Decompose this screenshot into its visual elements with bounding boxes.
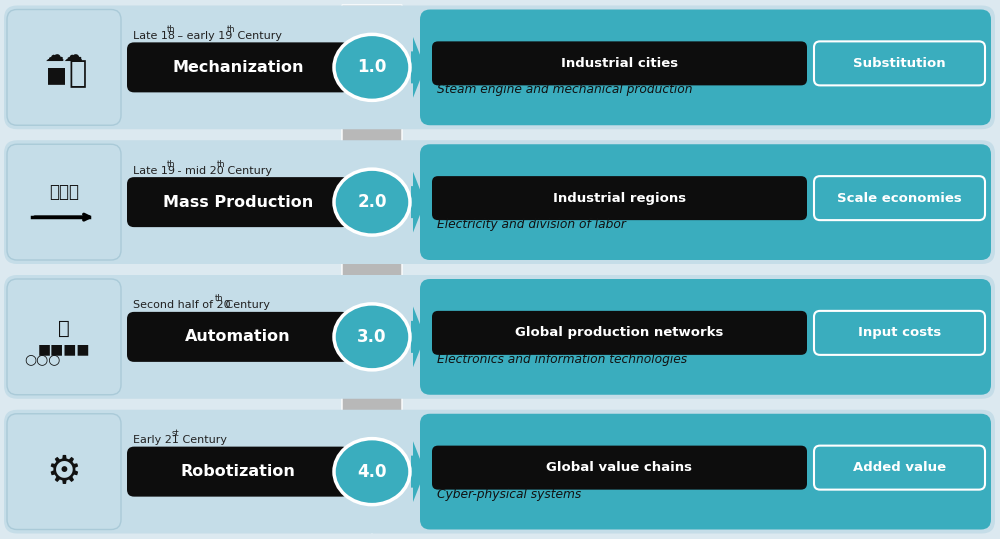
Text: Input costs: Input costs bbox=[858, 327, 941, 340]
FancyBboxPatch shape bbox=[127, 447, 349, 496]
FancyBboxPatch shape bbox=[420, 144, 991, 260]
Text: 3.0: 3.0 bbox=[357, 328, 387, 346]
Text: ☁☁: ☁☁ bbox=[44, 46, 84, 65]
Ellipse shape bbox=[334, 439, 410, 505]
Text: th: th bbox=[215, 294, 223, 303]
FancyBboxPatch shape bbox=[4, 5, 995, 129]
Text: ⦿: ⦿ bbox=[69, 59, 87, 88]
Text: ⚙: ⚙ bbox=[47, 453, 81, 490]
Text: th: th bbox=[167, 25, 175, 34]
FancyBboxPatch shape bbox=[4, 275, 995, 399]
FancyBboxPatch shape bbox=[814, 42, 985, 85]
Text: ■■■■: ■■■■ bbox=[38, 342, 90, 356]
Text: Industrial cities: Industrial cities bbox=[561, 57, 678, 70]
FancyBboxPatch shape bbox=[7, 10, 121, 125]
Text: 1.0: 1.0 bbox=[357, 58, 387, 77]
Text: Scale economies: Scale economies bbox=[837, 192, 962, 205]
Text: Substitution: Substitution bbox=[853, 57, 946, 70]
Text: Robotization: Robotization bbox=[181, 464, 295, 479]
FancyBboxPatch shape bbox=[814, 176, 985, 220]
Polygon shape bbox=[411, 441, 425, 502]
FancyBboxPatch shape bbox=[4, 410, 995, 534]
Ellipse shape bbox=[334, 169, 410, 235]
FancyBboxPatch shape bbox=[4, 140, 995, 264]
Text: Electricity and division of labor: Electricity and division of labor bbox=[437, 218, 626, 231]
Polygon shape bbox=[315, 5, 429, 533]
Text: 2.0: 2.0 bbox=[357, 193, 387, 211]
Ellipse shape bbox=[334, 34, 410, 100]
Text: 4.0: 4.0 bbox=[357, 462, 387, 481]
Text: Industrial regions: Industrial regions bbox=[553, 192, 686, 205]
FancyBboxPatch shape bbox=[420, 279, 991, 395]
Text: 👤👤👤: 👤👤👤 bbox=[49, 183, 79, 201]
Text: th: th bbox=[167, 160, 175, 169]
Polygon shape bbox=[411, 37, 425, 98]
FancyBboxPatch shape bbox=[420, 10, 991, 125]
FancyBboxPatch shape bbox=[432, 446, 807, 489]
Text: Century: Century bbox=[222, 300, 270, 310]
FancyBboxPatch shape bbox=[127, 312, 349, 362]
Text: - mid 20: - mid 20 bbox=[174, 165, 224, 176]
FancyBboxPatch shape bbox=[7, 144, 121, 260]
Text: st: st bbox=[171, 429, 179, 438]
Text: Automation: Automation bbox=[185, 329, 291, 344]
Text: Early 21: Early 21 bbox=[133, 435, 179, 445]
Text: th: th bbox=[227, 25, 235, 34]
Text: ○○○: ○○○ bbox=[24, 352, 60, 366]
Text: Added value: Added value bbox=[853, 461, 946, 474]
FancyBboxPatch shape bbox=[432, 311, 807, 355]
Text: Cyber-physical systems: Cyber-physical systems bbox=[437, 488, 581, 501]
Text: – early 19: – early 19 bbox=[174, 31, 232, 41]
FancyBboxPatch shape bbox=[814, 311, 985, 355]
FancyBboxPatch shape bbox=[420, 414, 991, 529]
Text: Second half of 20: Second half of 20 bbox=[133, 300, 231, 310]
Text: Mechanization: Mechanization bbox=[172, 60, 304, 75]
Text: Mass Production: Mass Production bbox=[163, 195, 313, 210]
FancyBboxPatch shape bbox=[814, 446, 985, 489]
FancyBboxPatch shape bbox=[127, 177, 349, 227]
FancyBboxPatch shape bbox=[432, 176, 807, 220]
FancyBboxPatch shape bbox=[7, 414, 121, 529]
Text: Steam engine and mechanical production: Steam engine and mechanical production bbox=[437, 84, 692, 96]
FancyBboxPatch shape bbox=[7, 279, 121, 395]
Text: Century: Century bbox=[234, 31, 282, 41]
Text: th: th bbox=[217, 160, 226, 169]
Text: Century: Century bbox=[224, 165, 272, 176]
Text: Global production networks: Global production networks bbox=[515, 327, 724, 340]
Text: ■: ■ bbox=[45, 65, 66, 85]
Text: Global value chains: Global value chains bbox=[546, 461, 692, 474]
Text: Late 18: Late 18 bbox=[133, 31, 175, 41]
FancyBboxPatch shape bbox=[127, 43, 349, 92]
FancyBboxPatch shape bbox=[432, 42, 807, 85]
Polygon shape bbox=[411, 172, 425, 232]
Polygon shape bbox=[411, 307, 425, 367]
Ellipse shape bbox=[334, 304, 410, 370]
Text: Electronics and information technologies: Electronics and information technologies bbox=[437, 353, 687, 366]
Text: Late 19: Late 19 bbox=[133, 165, 175, 176]
Text: Century: Century bbox=[179, 435, 227, 445]
Text: 🦴: 🦴 bbox=[58, 320, 70, 338]
